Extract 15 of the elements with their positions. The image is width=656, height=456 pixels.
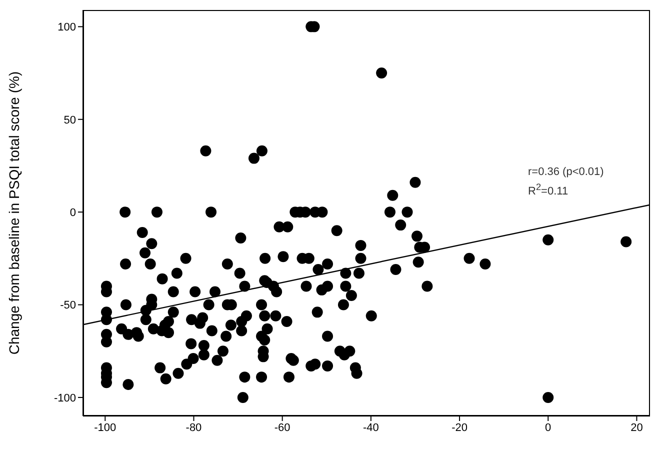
x-tick-label: -40	[362, 422, 379, 434]
x-tick-label: -60	[274, 422, 290, 434]
y-tick-label: -100	[54, 392, 76, 404]
y-tick-label: -50	[60, 300, 76, 312]
y-tick-label: 100	[58, 22, 76, 34]
x-tick-label: -80	[186, 422, 202, 434]
x-tick-label: -100	[94, 422, 116, 434]
annotation: R$^{2}$=0.11	[528, 181, 570, 200]
x-tick-label: 20	[630, 422, 643, 434]
x-tick-label: -20	[452, 422, 468, 434]
x-tick-label: 0	[545, 422, 552, 434]
y-axis-title: Change from baseline in PSQI total score (%)	[6, 71, 22, 355]
annotation: r=0.36 (p<0.01)	[528, 165, 604, 180]
y-tick-label: 50	[64, 114, 76, 126]
y-tick-label: 0	[70, 206, 76, 219]
